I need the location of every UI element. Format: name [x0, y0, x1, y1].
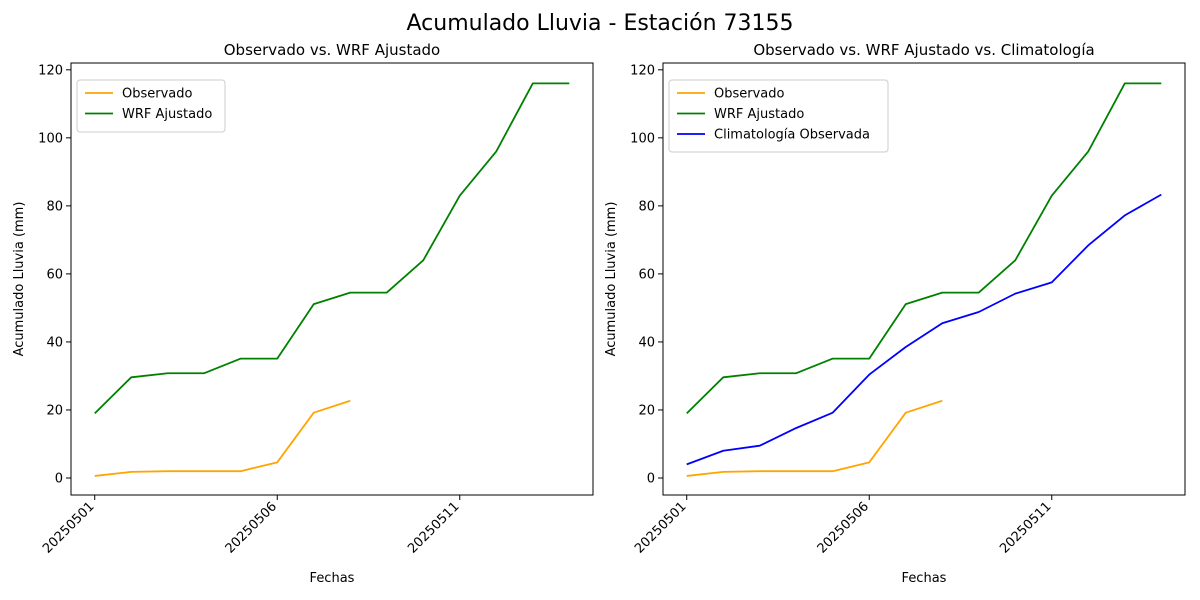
- legend-entry: Climatología Observada: [714, 128, 870, 143]
- y-axis-label: Acumulado Lluvia (mm): [12, 202, 27, 357]
- y-tick-label: 80: [638, 199, 655, 214]
- chart-title: Observado vs. WRF Ajustado vs. Climatolo…: [753, 41, 1094, 59]
- legend: Observado WRF Ajustado Climatología Observ…: [668, 79, 889, 153]
- series-line-observado: [686, 399, 943, 477]
- legend-entry: Observado: [122, 87, 193, 102]
- legend: Observado WRF Ajustado: [76, 79, 226, 133]
- y-tick-label: 0: [55, 471, 63, 486]
- y-tick-label: 80: [46, 199, 63, 214]
- series-line-wrf-ajustado: [686, 82, 1162, 415]
- chart-title: Observado vs. WRF Ajustado: [224, 41, 440, 59]
- legend-box: [668, 79, 889, 153]
- series-line-climatolog-a-observada: [686, 193, 1162, 466]
- series-line-observado: [94, 399, 351, 477]
- figure-title: Acumulado Lluvia - Estación 73155: [407, 11, 794, 36]
- plot-frame: [662, 62, 1186, 496]
- x-axis-label: Fechas: [902, 571, 947, 586]
- y-tick-label: 100: [38, 131, 63, 146]
- x-axis-label: Fechas: [310, 571, 355, 586]
- y-tick-label: 120: [630, 63, 655, 78]
- legend-entry: WRF Ajustado: [714, 107, 804, 122]
- plot-frame: [70, 62, 594, 496]
- y-tick-label: 40: [46, 335, 63, 350]
- y-tick-label: 60: [638, 267, 655, 282]
- legend-entry: WRF Ajustado: [122, 107, 212, 122]
- y-axis-label: Acumulado Lluvia (mm): [604, 202, 619, 357]
- y-tick-label: 40: [638, 335, 655, 350]
- y-tick-label: 60: [46, 267, 63, 282]
- y-tick-label: 120: [38, 63, 63, 78]
- legend-box: [76, 79, 226, 133]
- y-tick-label: 100: [630, 131, 655, 146]
- y-tick-label: 0: [647, 471, 655, 486]
- legend-entry: Observado: [714, 87, 785, 102]
- y-tick-label: 20: [46, 403, 63, 418]
- series-line-wrf-ajustado: [94, 82, 570, 415]
- y-tick-label: 20: [638, 403, 655, 418]
